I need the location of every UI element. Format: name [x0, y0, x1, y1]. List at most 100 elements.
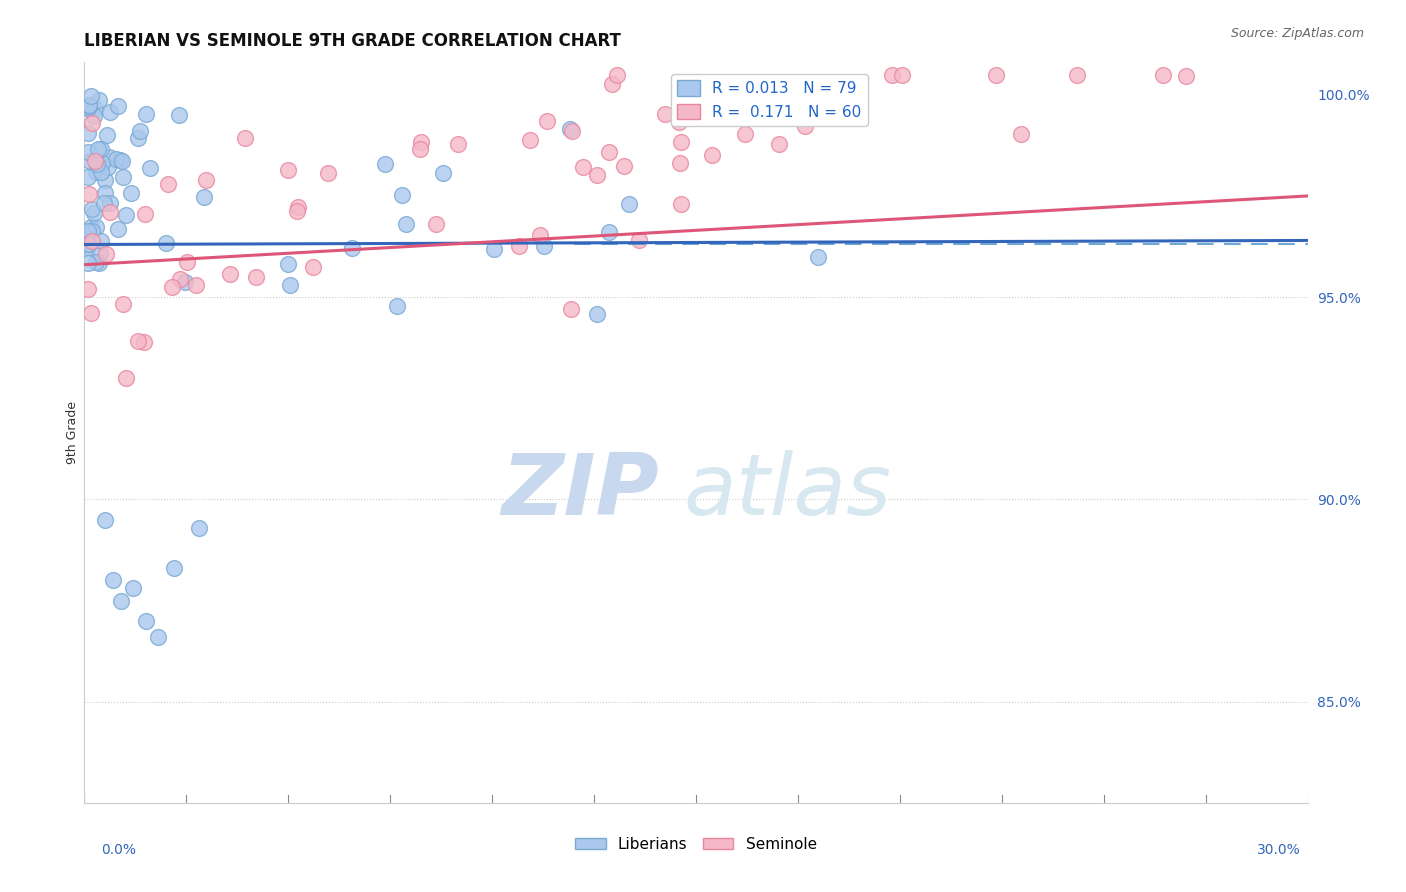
Point: [598, 145, 620, 160]
Point: [408, 142, 430, 156]
Point: [160, 280, 183, 294]
Legend: Liberians, Seminole: Liberians, Seminole: [569, 830, 823, 858]
Point: [93, 513, 115, 527]
Point: [77, 101, 100, 115]
Point: [77, 282, 100, 296]
Point: [984, 68, 1007, 82]
Point: [167, 108, 190, 122]
Point: [318, 165, 340, 179]
Point: [77, 239, 100, 253]
Point: [598, 225, 620, 239]
Point: [169, 272, 191, 286]
Point: [127, 334, 149, 349]
Point: [93, 195, 115, 210]
Point: [98, 196, 121, 211]
Point: [606, 68, 628, 82]
Point: [395, 218, 418, 232]
Point: [77, 170, 100, 185]
Point: [87, 255, 110, 269]
Point: [560, 301, 582, 316]
Point: [120, 186, 142, 201]
Point: [278, 278, 301, 293]
Point: [374, 156, 396, 170]
Point: [585, 307, 607, 321]
Point: [111, 153, 134, 168]
Text: 0.0%: 0.0%: [101, 843, 136, 857]
Point: [86, 157, 108, 171]
Point: [83, 206, 105, 220]
Point: [734, 127, 756, 141]
Point: [891, 68, 914, 82]
Point: [1152, 68, 1174, 82]
Point: [391, 188, 413, 202]
Point: [91, 156, 114, 170]
Point: [84, 255, 107, 269]
Point: [585, 168, 607, 182]
Point: [105, 152, 128, 166]
Point: [82, 116, 104, 130]
Text: Source: ZipAtlas.com: Source: ZipAtlas.com: [1230, 27, 1364, 40]
Point: [146, 630, 169, 644]
Point: [277, 163, 299, 178]
Point: [89, 143, 111, 157]
Point: [882, 68, 904, 82]
Point: [94, 173, 117, 187]
Point: [89, 245, 111, 260]
Point: [77, 224, 100, 238]
Point: [794, 119, 817, 133]
Point: [425, 217, 447, 231]
Point: [77, 256, 100, 270]
Point: [96, 128, 118, 142]
Point: [107, 222, 129, 236]
Y-axis label: 9th Grade: 9th Grade: [66, 401, 79, 464]
Point: [302, 260, 325, 275]
Point: [135, 107, 157, 121]
Point: [1066, 68, 1088, 82]
Point: [561, 124, 583, 138]
Point: [98, 204, 121, 219]
Point: [193, 189, 215, 203]
Point: [77, 236, 100, 251]
Point: [79, 154, 101, 169]
Point: [101, 574, 124, 588]
Point: [529, 227, 551, 242]
Point: [84, 164, 107, 178]
Point: [285, 204, 308, 219]
Point: [112, 297, 135, 311]
Point: [1010, 127, 1032, 141]
Point: [627, 234, 650, 248]
Point: [80, 202, 103, 216]
Point: [80, 234, 103, 248]
Point: [508, 239, 530, 253]
Point: [277, 257, 299, 271]
Point: [287, 200, 309, 214]
Point: [79, 99, 101, 113]
Point: [87, 142, 110, 156]
Text: atlas: atlas: [683, 450, 891, 533]
Point: [96, 247, 118, 261]
Point: [558, 121, 581, 136]
Point: [110, 593, 132, 607]
Point: [122, 582, 145, 596]
Point: [768, 137, 790, 152]
Point: [157, 178, 180, 192]
Point: [807, 250, 830, 264]
Point: [83, 109, 105, 123]
Point: [519, 133, 541, 147]
Point: [114, 208, 136, 222]
Point: [134, 334, 156, 349]
Point: [613, 159, 636, 173]
Point: [77, 186, 100, 201]
Point: [617, 196, 640, 211]
Point: [668, 156, 690, 170]
Point: [90, 165, 112, 179]
Point: [77, 237, 100, 252]
Point: [77, 126, 100, 140]
Point: [536, 113, 558, 128]
Point: [127, 131, 149, 145]
Point: [115, 371, 138, 385]
Text: ZIP: ZIP: [502, 450, 659, 533]
Point: [176, 255, 198, 269]
Point: [195, 172, 218, 186]
Point: [385, 299, 408, 313]
